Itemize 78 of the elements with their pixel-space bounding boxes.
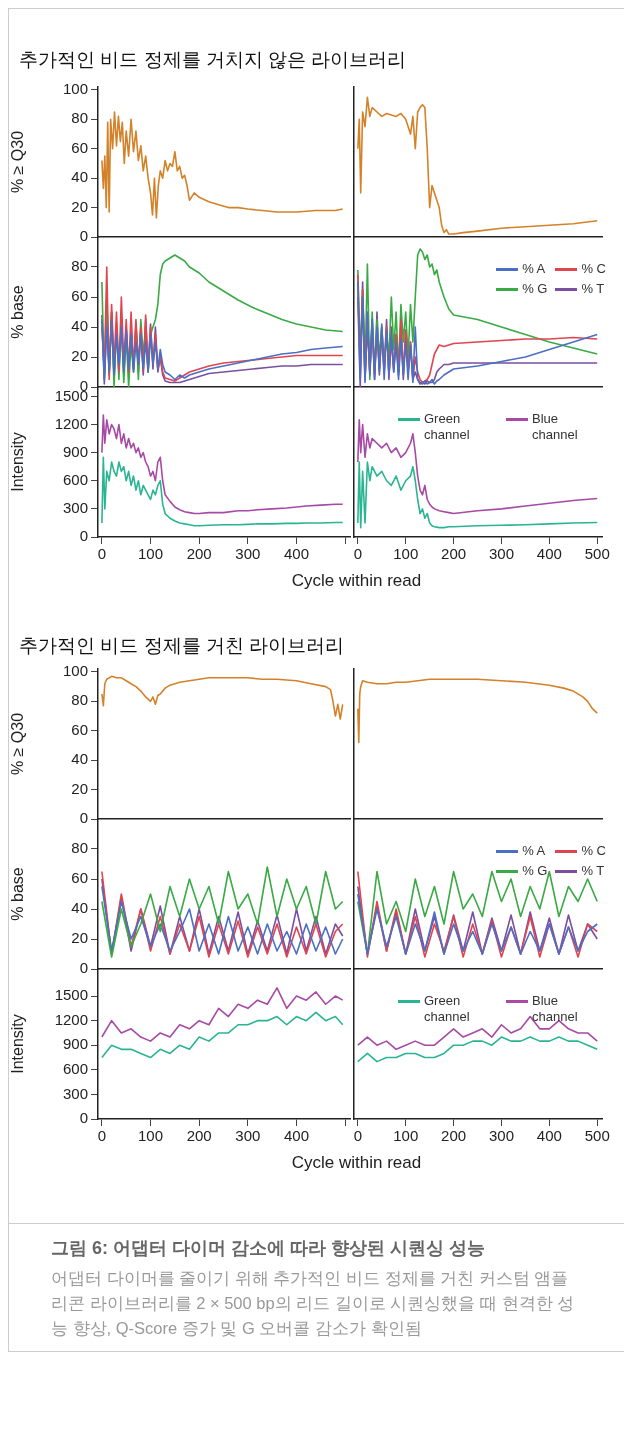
x-tick-label: 200	[186, 1127, 212, 1145]
y-tick-label: 20	[71, 929, 88, 947]
y-tick-label: 300	[62, 499, 88, 517]
x-tick-label: 0	[353, 545, 362, 563]
y-tick-label: 0	[79, 959, 88, 977]
legend-label: % T	[581, 863, 605, 879]
text: 어댑터 다이머를 줄이기 위해 추가적인 비드 정제를 거친 커스텀 앰플리콘 라이브러리를 2 × 500 bp의 리드 길이로 시퀀싱했을 때 현격한 성능 향상, Q-Score 증가 및 G 오버콜 감소가 확인됨	[51, 1268, 576, 1339]
y-axis-title: Intensity	[9, 1014, 27, 1074]
y-tick-label: 60	[71, 720, 88, 738]
y-tick-label: 60	[71, 287, 88, 305]
y-tick-label: 0	[79, 1109, 88, 1127]
y-tick-label: 40	[71, 317, 88, 335]
y-tick-label: 900	[62, 1035, 88, 1053]
y-tick-label: 1200	[54, 414, 88, 432]
y-tick-label: 0	[79, 527, 88, 545]
y-tick-label: 40	[71, 750, 88, 768]
y-tick-label: 40	[71, 168, 88, 186]
legend-label: Green channel	[424, 411, 471, 443]
y-tick-label: 600	[62, 1059, 88, 1077]
x-tick-label: 300	[488, 1127, 514, 1145]
y-tick-label: 80	[71, 839, 88, 857]
x-tick-label: 500	[584, 1127, 610, 1145]
x-tick-label: 300	[235, 545, 261, 563]
x-tick-label: 400	[536, 1127, 562, 1145]
y-tick-label: 100	[62, 80, 88, 98]
x-axis-title: Cycle within read	[290, 1153, 423, 1173]
x-tick-label: 300	[488, 545, 514, 563]
legend-label: % C	[581, 843, 606, 859]
caption: 그림 6: 어댑터 다이머 감소에 따라 향상된 시퀀싱 성능	[51, 1237, 486, 1260]
y-axis-title: % base	[9, 867, 27, 921]
legend-label: % G	[522, 281, 548, 297]
y-tick-label: 1200	[54, 1010, 88, 1028]
y-tick-label: 80	[71, 257, 88, 275]
x-tick-label: 100	[138, 545, 164, 563]
x-tick-label: 0	[353, 1127, 362, 1145]
x-tick-label: 500	[584, 545, 610, 563]
x-tick-label: 100	[138, 1127, 164, 1145]
y-tick-label: 600	[62, 470, 88, 488]
y-tick-label: 0	[79, 227, 88, 245]
x-tick-label: 400	[283, 1127, 309, 1145]
x-tick-label: 100	[393, 545, 419, 563]
y-axis-title: % base	[9, 285, 27, 339]
y-axis-title: Intensity	[9, 432, 27, 492]
legend-label: % T	[581, 281, 605, 297]
legend-label: % A	[522, 843, 546, 859]
y-tick-label: 80	[71, 109, 88, 127]
x-axis-title: Cycle within read	[290, 571, 423, 591]
y-tick-label: 20	[71, 347, 88, 365]
y-tick-label: 1500	[54, 986, 88, 1004]
legend-label: Blue channel	[532, 993, 579, 1025]
legend-label: % C	[581, 261, 606, 277]
x-tick-label: 300	[235, 1127, 261, 1145]
chart-title: 추가적인 비드 정제를 거치지 않은 라이브러리	[19, 48, 408, 72]
x-tick-label: 0	[97, 545, 107, 563]
x-tick-label: 100	[393, 1127, 419, 1145]
y-tick-label: 300	[62, 1084, 88, 1102]
legend-label: % A	[522, 261, 546, 277]
x-tick-label: 200	[186, 545, 212, 563]
y-tick-label: 80	[71, 691, 88, 709]
x-tick-label: 0	[97, 1127, 107, 1145]
y-tick-label: 20	[71, 779, 88, 797]
y-tick-label: 100	[62, 662, 88, 680]
y-tick-label: 0	[79, 809, 88, 827]
y-axis-title: % ≥ Q30	[9, 130, 27, 194]
y-tick-label: 20	[71, 197, 88, 215]
legend-label: Green channel	[424, 993, 471, 1025]
chart-title: 추가적인 비드 정제를 거친 라이브러리	[19, 634, 346, 658]
y-tick-label: 40	[71, 899, 88, 917]
x-tick-label: 200	[441, 545, 467, 563]
y-tick-label: 60	[71, 869, 88, 887]
x-tick-label: 400	[536, 545, 562, 563]
legend-label: % G	[522, 863, 548, 879]
y-tick-label: 60	[71, 138, 88, 156]
legend-label: Blue channel	[532, 411, 579, 443]
x-tick-label: 400	[283, 545, 309, 563]
y-axis-title: % ≥ Q30	[9, 712, 27, 776]
y-tick-label: 900	[62, 442, 88, 460]
x-tick-label: 200	[441, 1127, 467, 1145]
